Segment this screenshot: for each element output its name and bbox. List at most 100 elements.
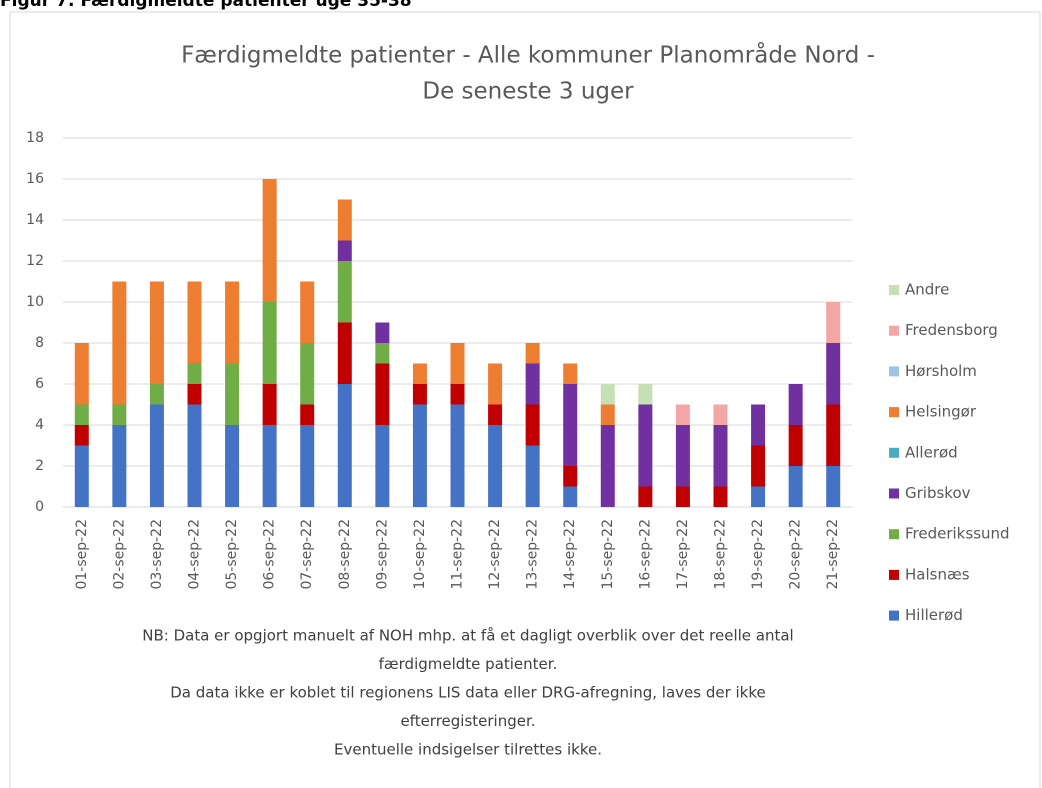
legend-label: Halsnæs: [905, 565, 970, 583]
legend-label: Gribskov: [905, 484, 971, 502]
bar-segment: [488, 425, 503, 507]
bar-segment: [638, 486, 653, 507]
bar-segment: [412, 384, 427, 405]
bar-segment: [826, 404, 841, 466]
bar-segment: [826, 343, 841, 405]
y-tick-label: 6: [35, 376, 44, 392]
x-tick-label: 03-sep-22: [149, 519, 165, 590]
note: færdigmeldte patienter.: [379, 655, 558, 673]
legend-swatch: [889, 325, 899, 336]
x-tick-label: 09-sep-22: [374, 519, 390, 590]
bar-segment: [751, 486, 766, 507]
x-tick-label: 19-sep-22: [750, 519, 766, 590]
bar-segment: [713, 425, 728, 487]
x-tick-label: 04-sep-22: [187, 519, 203, 590]
bar-segment: [112, 404, 127, 425]
bar-segment: [675, 425, 690, 487]
legend-label: Hillerød: [905, 606, 963, 624]
y-tick-label: 14: [26, 212, 44, 228]
bar-segment: [112, 425, 127, 507]
bar-segment: [450, 343, 465, 384]
legend-label: Frederikssund: [905, 525, 1010, 543]
x-tick-label: 11-sep-22: [450, 519, 466, 590]
legend-swatch: [889, 569, 899, 580]
x-tick-label: 13-sep-22: [525, 519, 541, 590]
bar-segment: [788, 384, 803, 425]
header: Figur 7: Færdigmeldte patienter uge 35-3…: [0, 0, 412, 11]
bar-segment: [375, 343, 390, 364]
bar-segment: [262, 302, 277, 384]
bar-segment: [525, 363, 540, 405]
note: Eventuelle indsigelser tilrettes ikke.: [334, 741, 602, 759]
bar-segment: [337, 384, 352, 507]
legend-label: Allerød: [905, 443, 958, 461]
bar-segment: [751, 404, 766, 446]
bar-segment: [675, 404, 690, 425]
legend-swatch: [889, 366, 899, 377]
x-tick-label: 01-sep-22: [74, 519, 90, 590]
x-tick-label: 07-sep-22: [299, 519, 315, 590]
bar-segment: [525, 445, 540, 507]
bar-segment: [525, 404, 540, 446]
x-tick-label: 14-sep-22: [562, 519, 578, 590]
bar-segment: [600, 425, 615, 507]
chart-title: De seneste 3 uger: [422, 79, 634, 105]
bar-segment: [225, 281, 240, 364]
bar-segment: [450, 384, 465, 405]
bar-segment: [187, 281, 202, 364]
y-tick-label: 4: [35, 417, 44, 433]
bar-segment: [74, 343, 89, 405]
bar-segment: [375, 363, 390, 425]
x-tick-label: 05-sep-22: [224, 519, 240, 590]
y-tick-label: 8: [35, 335, 44, 351]
legend-swatch: [889, 610, 899, 621]
bar-segment: [262, 384, 277, 425]
bar-segment: [713, 404, 728, 425]
bar-segment: [74, 404, 89, 425]
bar-segment: [826, 302, 841, 343]
y-tick-label: 18: [26, 130, 44, 146]
bar-segment: [450, 404, 465, 507]
bar-segment: [488, 404, 503, 425]
bar-segment: [149, 281, 164, 384]
bar-segment: [412, 404, 427, 507]
bar-segment: [563, 486, 578, 507]
bar-segment: [788, 425, 803, 466]
bar-segment: [187, 363, 202, 384]
bar-segment: [713, 486, 728, 507]
x-tick-label: 08-sep-22: [337, 519, 353, 590]
bar-segment: [187, 384, 202, 405]
bar-segment: [74, 425, 89, 446]
bar-segment: [638, 404, 653, 487]
bar-segment: [525, 343, 540, 364]
legend-swatch: [889, 447, 899, 458]
y-tick-label: 12: [26, 253, 44, 269]
bar-segment: [375, 425, 390, 507]
x-tick-label: 10-sep-22: [412, 519, 428, 590]
legend-swatch: [889, 488, 899, 499]
y-tick-label: 10: [26, 294, 44, 310]
bar-segment: [826, 466, 841, 507]
bar-segment: [337, 240, 352, 261]
note: efterregisteringer.: [400, 712, 535, 730]
chart-frame: [9, 11, 1041, 788]
y-tick-label: 2: [35, 458, 44, 474]
bar-segment: [187, 404, 202, 507]
y-tick-label: 0: [35, 499, 44, 515]
bar-segment: [375, 322, 390, 343]
bar-segment: [112, 281, 127, 405]
legend-swatch: [889, 407, 899, 418]
note: Da data ikke er koblet til regionens LIS…: [170, 684, 766, 702]
bar-segment: [300, 404, 315, 425]
bar-segment: [600, 384, 615, 405]
bar-segment: [225, 425, 240, 507]
x-tick-label: 18-sep-22: [713, 519, 729, 590]
legend-swatch: [889, 285, 899, 295]
note: NB: Data er opgjort manuelt af NOH mhp. …: [142, 627, 793, 645]
x-tick-label: 21-sep-22: [825, 519, 841, 590]
x-tick-label: 17-sep-22: [675, 519, 691, 590]
bar-segment: [300, 281, 315, 343]
legend-label: Helsingør: [905, 403, 977, 421]
